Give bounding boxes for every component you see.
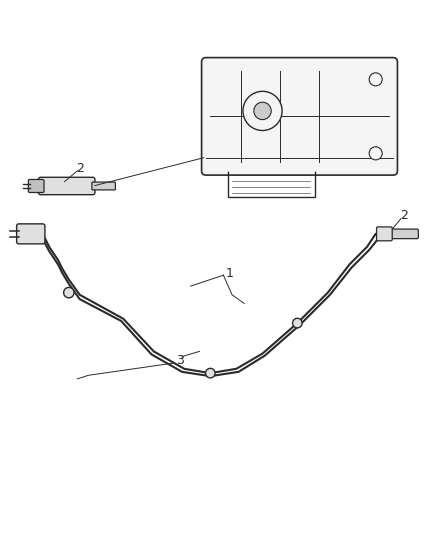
Text: 3: 3 [176, 353, 184, 367]
Text: 1: 1 [226, 268, 234, 280]
FancyBboxPatch shape [17, 224, 45, 244]
FancyBboxPatch shape [388, 229, 418, 239]
FancyBboxPatch shape [92, 182, 116, 190]
Circle shape [205, 368, 215, 378]
Circle shape [243, 91, 282, 131]
Text: 2: 2 [76, 162, 84, 175]
Circle shape [64, 287, 74, 298]
FancyBboxPatch shape [377, 227, 392, 241]
FancyBboxPatch shape [28, 180, 44, 192]
FancyBboxPatch shape [39, 177, 95, 195]
FancyBboxPatch shape [201, 58, 397, 175]
Text: 2: 2 [400, 208, 408, 222]
Circle shape [293, 318, 302, 328]
Circle shape [369, 147, 382, 160]
Circle shape [369, 73, 382, 86]
Circle shape [254, 102, 271, 119]
